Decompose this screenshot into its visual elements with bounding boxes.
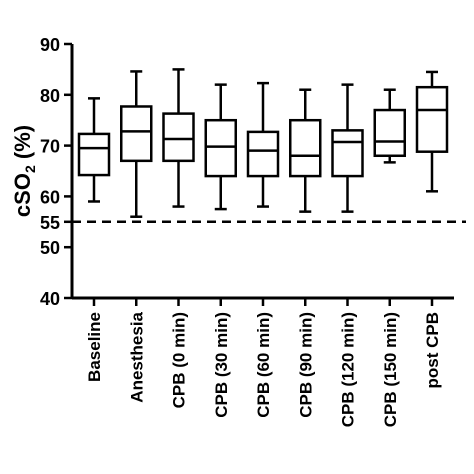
box-1 (77, 97, 111, 203)
y-tick-label: 55 (40, 213, 60, 233)
y-tick-label: 80 (40, 86, 60, 106)
x-tick-label: Baseline (85, 312, 104, 382)
y-axis-label-subscript: 2 (22, 165, 38, 173)
x-tick-label: CPB (60 min) (254, 312, 273, 418)
box-7 (331, 83, 364, 213)
iqr-box (162, 112, 195, 163)
iqr-box (373, 108, 406, 158)
box-3 (162, 68, 195, 208)
box-4 (204, 83, 237, 211)
box-6 (289, 88, 322, 213)
svg-text:cSO2 (%): cSO2 (%) (10, 125, 38, 217)
box-9 (415, 70, 449, 193)
axes: 40 50 55 60 70 80 90 (40, 35, 454, 309)
y-tick-label: 90 (40, 35, 60, 55)
x-tick-label: CPB (120 min) (339, 312, 358, 427)
y-tick-label: 60 (40, 187, 60, 207)
y-axis-label-main: cSO (10, 173, 35, 217)
iqr-box (77, 132, 111, 177)
iqr-box (415, 85, 449, 153)
y-axis-label: cSO2 (%) (10, 125, 38, 217)
iqr-box (204, 118, 237, 178)
box-5 (246, 81, 280, 208)
x-tick-label: CPB (90 min) (296, 312, 315, 418)
x-tick-labels: Baseline Anesthesia CPB (0 min) CPB (30 min… (85, 311, 442, 427)
iqr-box (331, 129, 364, 178)
box-2 (120, 70, 153, 218)
y-tick-label: 70 (40, 137, 60, 157)
x-tick-label: CPB (0 min) (170, 312, 189, 408)
y-tick-label: 40 (40, 289, 60, 309)
x-tick-label: CPB (30 min) (212, 312, 231, 418)
iqr-box (246, 130, 280, 178)
boxes-group (77, 68, 449, 218)
y-tick-label: 50 (40, 238, 60, 258)
y-axis-label-unit: (%) (10, 125, 35, 165)
iqr-box (120, 105, 153, 163)
x-tick-label: Anesthesia (127, 311, 146, 402)
box-8 (373, 88, 406, 164)
x-tick-label: CPB (150 min) (381, 312, 400, 427)
iqr-box (289, 118, 322, 178)
x-tick-label: post CPB (423, 312, 442, 389)
